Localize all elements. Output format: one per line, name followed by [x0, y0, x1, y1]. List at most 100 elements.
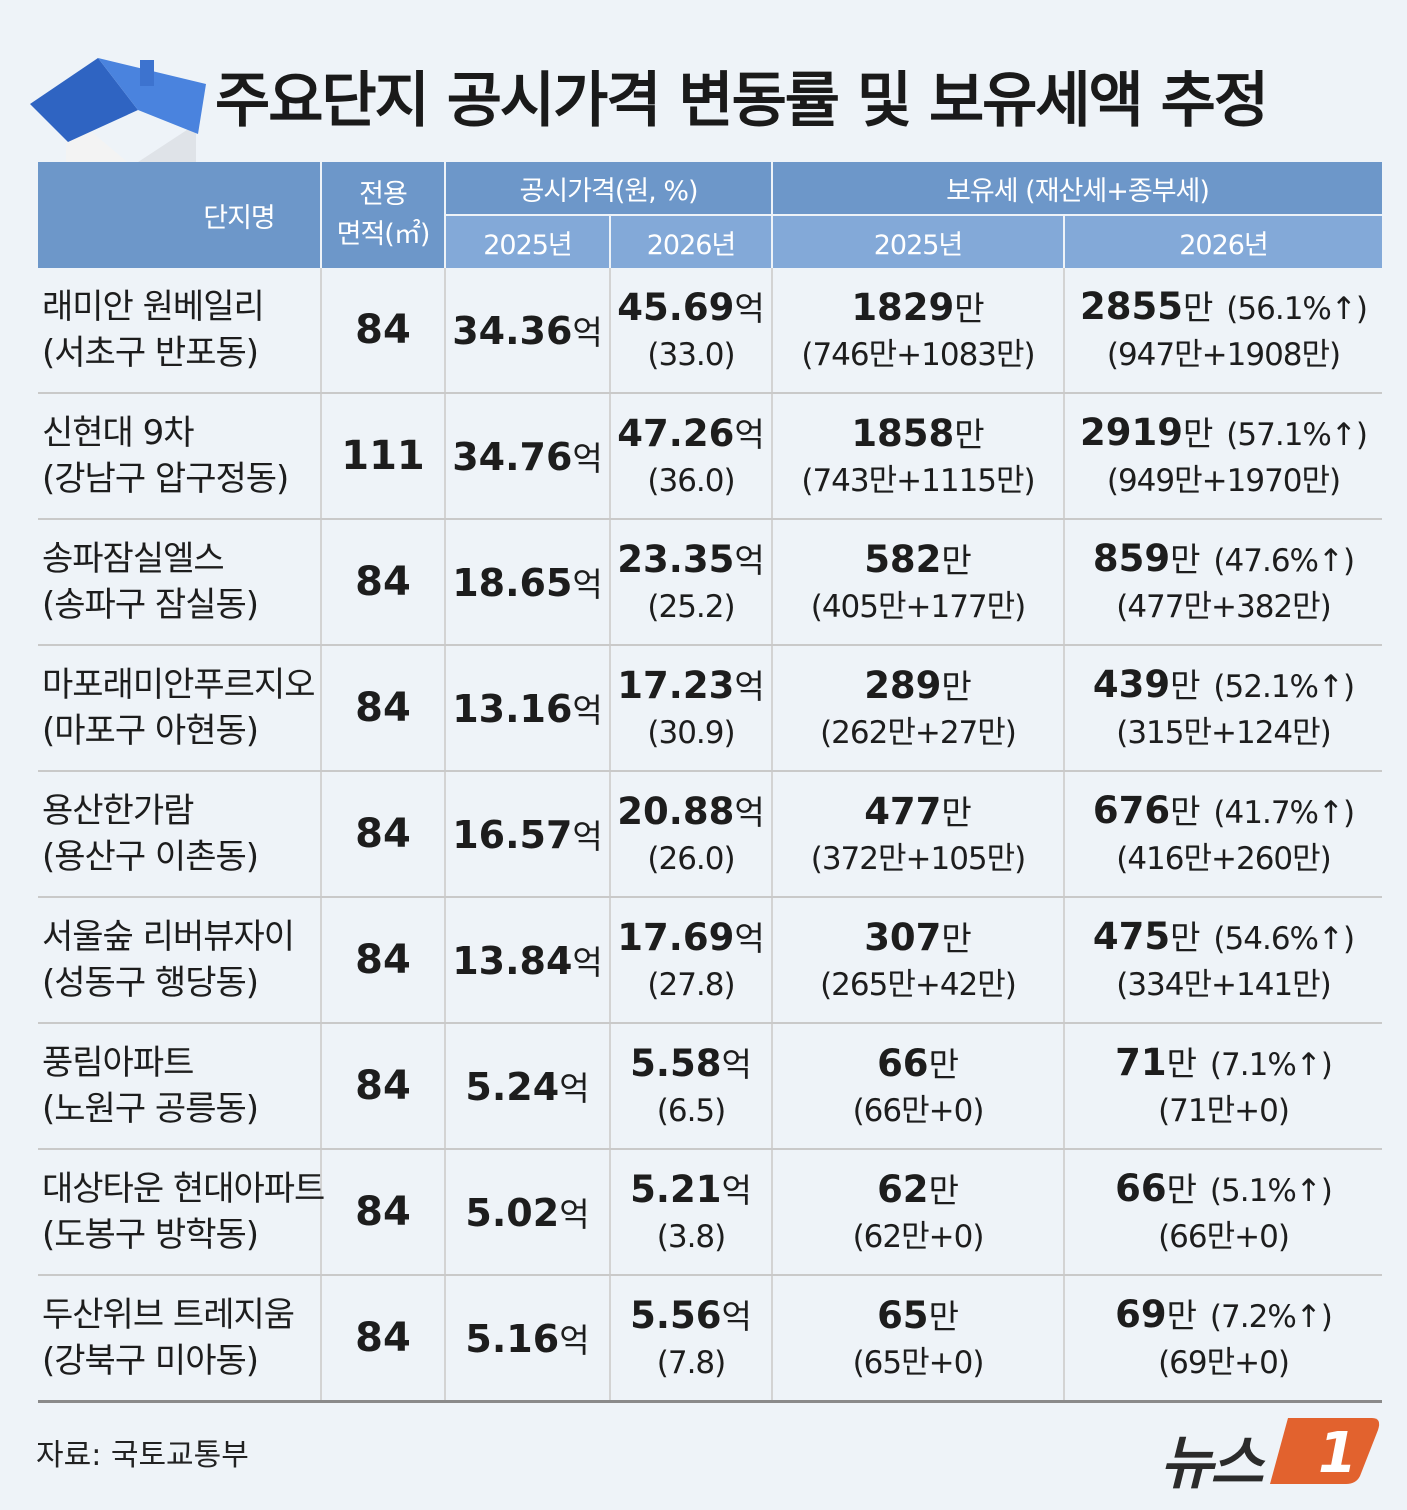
price-2026-value: 45.69 [617, 285, 735, 329]
price-2025-value: 13.84 [452, 939, 573, 983]
complex-cell: 래미안 원베일리 (서초구 반포동) [38, 268, 321, 394]
area-cell: 84 [320, 1023, 445, 1150]
price-2026-cell: 17.69억 (27.8) [609, 897, 772, 1024]
price-2025-value: 13.16 [452, 687, 573, 731]
tax-2026-value: 859 [1092, 537, 1171, 580]
price-2025-value: 5.16 [465, 1317, 560, 1361]
tax-2025-cell: 1829만 (746만+1083만) [771, 268, 1064, 394]
complex-district: (강남구 압구정동) [42, 459, 289, 499]
price-change: (6.5) [656, 1092, 727, 1129]
tax-2026-value: 439 [1092, 663, 1171, 706]
price-2026-value: 23.35 [617, 537, 735, 581]
table-row: 서울숲 리버뷰자이 (성동구 행당동) 84 13.84억 17.69억 (27.8) 30… [38, 897, 1382, 1024]
unit-man: 만 [941, 918, 972, 958]
table-row: 두산위브 트레지움 (강북구 미아동) 84 5.16억 5.56억 (7.8) 65만 (6… [38, 1275, 1382, 1403]
tax-2026-change: (54.6%↑) [1213, 921, 1355, 957]
complex-district: (송파구 잠실동) [42, 585, 259, 625]
unit-man: 만 [1183, 288, 1214, 327]
unit-man: 만 [954, 414, 985, 454]
unit-man: 만 [928, 1296, 959, 1336]
page-title: 주요단지 공시가격 변동률 및 보유세액 추정 [215, 66, 1269, 136]
news1-logo-mark: 1 [1270, 1418, 1380, 1486]
tax-2026-detail: (477만+382만) [1116, 589, 1332, 625]
header-price-2025: 2025년 [444, 215, 610, 268]
tax-2026-value: 2919 [1080, 411, 1184, 454]
table-row: 용산한가람 (용산구 이촌동) 84 16.57억 20.88억 (26.0) 477만 (3… [38, 771, 1382, 898]
complex-cell: 마포래미안푸르지오 (마포구 아현동) [38, 645, 321, 772]
tax-2026-change: (7.2%↑) [1209, 1299, 1333, 1335]
header-price-2026: 2026년 [609, 215, 772, 268]
area-cell: 84 [320, 519, 445, 646]
tax-2025-cell: 477만 (372만+105만) [771, 771, 1064, 898]
price-2026-value: 17.69 [617, 915, 735, 959]
price-2025-cell: 18.65억 [444, 519, 610, 646]
table-body: 래미안 원베일리 (서초구 반포동) 84 34.36억 45.69억 (33.0) 182… [38, 268, 1382, 1403]
price-tax-table: 단지명 전용 면적(㎡) 공시가격(원, %) 보유세 (재산세+종부세) 20… [38, 162, 1382, 1403]
price-2025-cell: 5.24억 [444, 1023, 610, 1150]
unit-man: 만 [941, 792, 972, 832]
price-change: (33.0) [647, 336, 735, 373]
price-2026-value: 47.26 [617, 411, 735, 455]
tax-2026-cell: 71만 (7.1%↑) (71만+0) [1063, 1023, 1382, 1150]
tax-2025-detail: (265만+42만) [820, 966, 1017, 1003]
complex-district: (도봉구 방학동) [42, 1215, 259, 1255]
unit-eok: 억 [559, 1069, 590, 1108]
complex-cell: 신현대 9차 (강남구 압구정동) [38, 393, 321, 520]
unit-eok: 억 [572, 691, 603, 730]
tax-2026-cell: 66만 (5.1%↑) (66만+0) [1063, 1149, 1382, 1276]
tax-2026-cell: 69만 (7.2%↑) (69만+0) [1063, 1275, 1382, 1403]
area-cell: 84 [320, 771, 445, 898]
complex-cell: 대상타운 현대아파트 (도봉구 방학동) [38, 1149, 325, 1276]
complex-name: 풍림아파트 [42, 1043, 194, 1083]
price-2025-cell: 13.84억 [444, 897, 610, 1024]
unit-man: 만 [928, 1044, 959, 1084]
tax-2026-detail: (416만+260만) [1116, 841, 1332, 877]
complex-district: (성동구 행당동) [42, 963, 259, 1003]
news1-logo-number: 1 [1318, 1421, 1357, 1486]
complex-district: (강북구 미아동) [42, 1341, 259, 1381]
complex-name: 신현대 9차 [42, 413, 195, 453]
area-cell: 111 [320, 393, 445, 520]
table-row: 송파잠실엘스 (송파구 잠실동) 84 18.65억 23.35억 (25.2) 582만(… [38, 519, 1382, 646]
tax-2026-cell: 859만 (47.6%↑) (477만+382만) [1063, 519, 1382, 646]
price-change: (7.8) [656, 1344, 727, 1381]
unit-man: 만 [1170, 540, 1201, 579]
tax-2025-detail: (65만+0) [852, 1344, 985, 1381]
table-row: 신현대 9차 (강남구 압구정동) 111 34.76억 47.26억 (36.0) 185… [38, 393, 1382, 520]
unit-eok: 억 [572, 943, 603, 982]
tax-2026-cell: 475만 (54.6%↑) (334만+141만) [1063, 897, 1382, 1024]
unit-eok: 억 [721, 1044, 752, 1084]
price-2025-cell: 13.16억 [444, 645, 610, 772]
header-price-group: 공시가격(원, %) [444, 162, 772, 216]
tax-2026-detail: (334만+141만) [1116, 967, 1332, 1003]
tax-2025-cell: 66만 (66만+0) [771, 1023, 1064, 1150]
header-tax-2025: 2025년 [771, 215, 1064, 268]
unit-man: 만 [1170, 792, 1201, 831]
complex-name: 두산위브 트레지움 [42, 1295, 295, 1335]
tax-2025-value: 582 [864, 537, 942, 581]
unit-man: 만 [1170, 918, 1201, 957]
unit-eok: 억 [721, 1170, 752, 1210]
complex-cell: 용산한가람 (용산구 이촌동) [38, 771, 321, 898]
price-2025-value: 5.02 [465, 1191, 560, 1235]
unit-eok: 억 [734, 792, 765, 832]
header-area-line2: 면적(㎡) [336, 219, 431, 250]
price-2025-value: 34.76 [452, 435, 573, 479]
tax-2025-value: 62 [877, 1167, 929, 1211]
unit-eok: 억 [734, 918, 765, 958]
tax-2025-cell: 1858만 (743만+1115만) [771, 393, 1064, 520]
complex-name: 송파잠실엘스 [42, 539, 225, 579]
price-2026-cell: 5.21억 (3.8) [609, 1149, 772, 1276]
complex-name: 용산한가람 [42, 791, 194, 831]
unit-man: 만 [941, 666, 972, 706]
tax-2026-change: (52.1%↑) [1213, 669, 1355, 705]
price-2026-cell: 23.35억 (25.2) [609, 519, 772, 646]
unit-man: 만 [941, 540, 972, 580]
tax-2025-cell: 582만 (405만+177만) [771, 519, 1064, 646]
price-2026-value: 17.23 [617, 663, 735, 707]
price-2026-cell: 5.56억 (7.8) [609, 1275, 772, 1403]
tax-2026-detail: (949만+1970만) [1106, 463, 1341, 499]
unit-man: 만 [1183, 414, 1214, 453]
price-change: (27.8) [647, 966, 735, 1003]
unit-eok: 억 [559, 1321, 590, 1360]
